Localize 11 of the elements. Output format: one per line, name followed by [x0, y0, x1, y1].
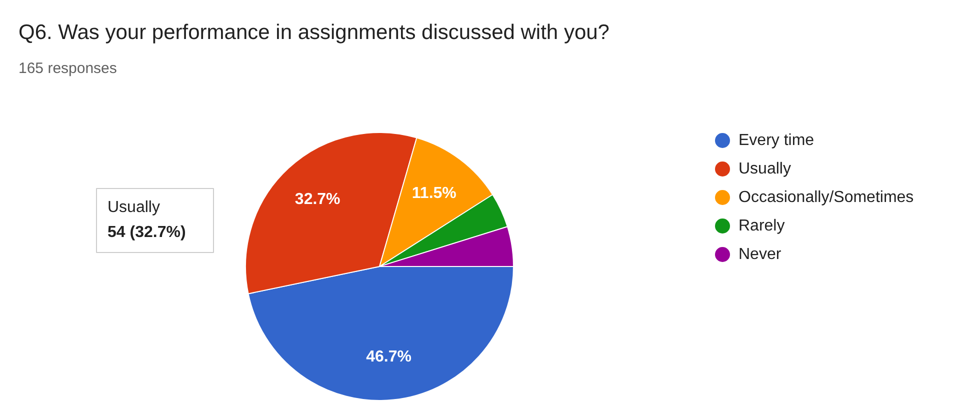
- data-label: 46.7%: [366, 348, 412, 366]
- text: Usually 54 (32.7%): [108, 199, 186, 241]
- chart-title: Q6. Was your performance in assignments discussed with you?: [18, 21, 610, 44]
- data-label: 11.5%: [412, 185, 456, 202]
- legend-label: Never: [738, 246, 782, 263]
- data-label: 32.7%: [294, 191, 340, 208]
- legend-label: Every time: [738, 132, 814, 149]
- legend-label: Occasionally/Sometimes: [738, 189, 914, 206]
- text: 165 responses: [18, 60, 117, 77]
- legend-label: Rarely: [738, 218, 785, 234]
- legend-label: Usually: [738, 160, 791, 178]
